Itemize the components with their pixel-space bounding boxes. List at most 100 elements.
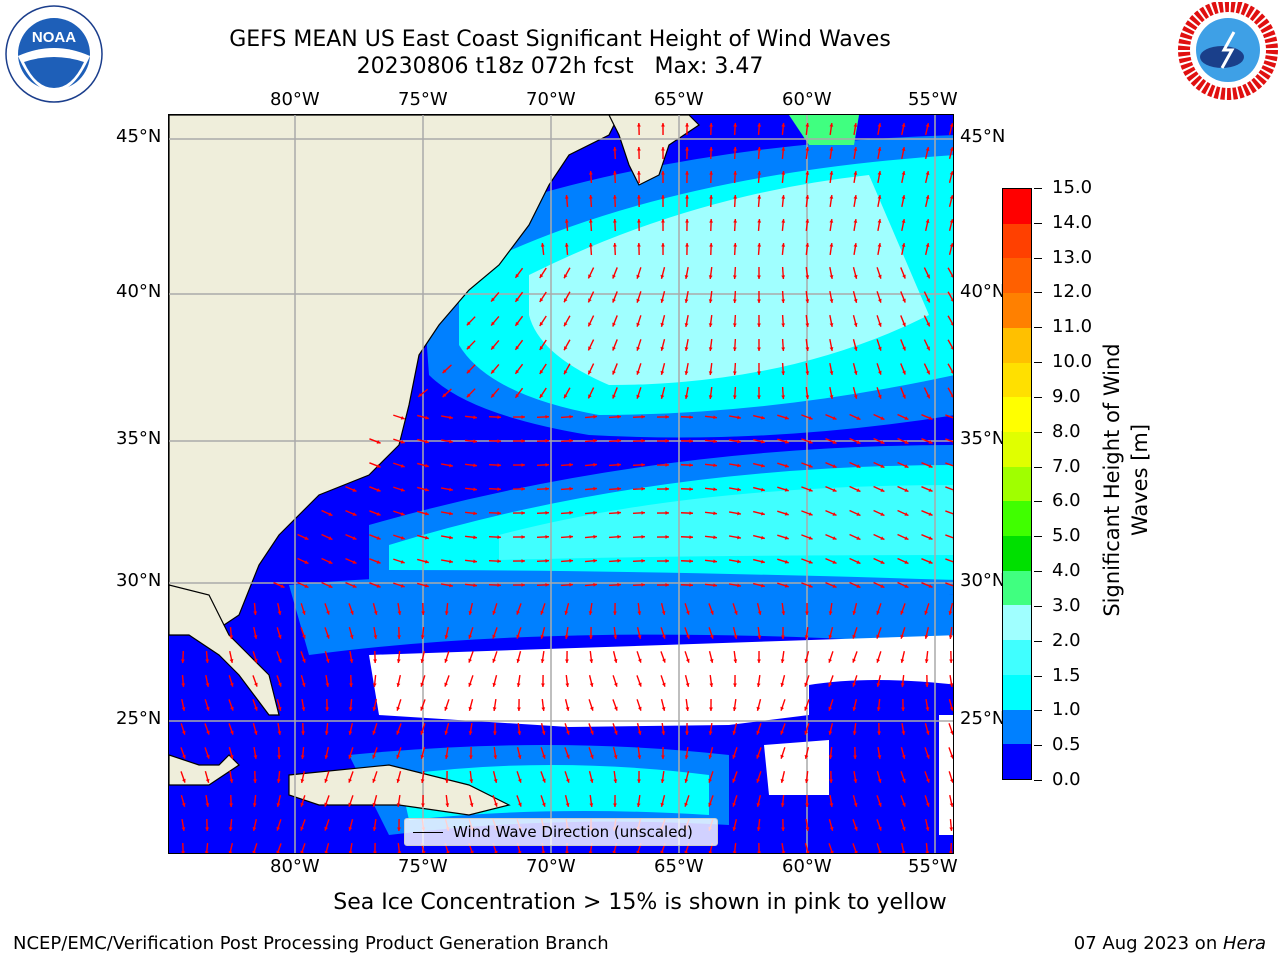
direction-arrow-head	[372, 683, 377, 687]
direction-arrow-head	[541, 730, 546, 735]
direction-arrow-head	[709, 195, 714, 199]
direction-arrow-head	[589, 682, 594, 687]
direction-arrow-head	[737, 415, 741, 420]
colorbar-tick-label: 7.0	[1052, 455, 1081, 477]
wind-wave-direction-arrows	[180, 122, 953, 853]
direction-arrow-head	[569, 534, 573, 539]
direction-arrow-head	[757, 147, 762, 151]
direction-arrow-head	[400, 463, 405, 468]
direction-arrow-head	[325, 707, 330, 711]
direction-arrow-head	[901, 731, 906, 735]
direction-arrow-head	[468, 706, 473, 711]
direction-arrow-head	[300, 826, 304, 831]
direction-arrow-head	[444, 706, 449, 711]
direction-arrow-head	[829, 323, 834, 327]
direction-arrow-head	[349, 683, 354, 687]
direction-arrow-head	[689, 439, 693, 444]
direction-arrow-head	[326, 634, 330, 639]
direction-arrow-head	[684, 275, 689, 279]
direction-arrow-head	[760, 439, 765, 444]
direction-arrow-head	[853, 755, 857, 759]
direction-arrow-head	[469, 802, 474, 807]
direction-arrow-head	[928, 416, 933, 420]
direction-arrow-head	[709, 707, 713, 711]
direction-arrow	[945, 486, 953, 491]
direction-arrow-head	[230, 730, 234, 735]
direction-arrow-head	[853, 394, 858, 399]
direction-arrow-head	[685, 123, 689, 127]
direction-arrow-head	[852, 706, 857, 711]
direction-arrow-head	[781, 299, 786, 303]
colorbar-segment	[1003, 744, 1031, 779]
direction-arrow-head	[302, 634, 306, 639]
direction-arrow-head	[564, 394, 568, 399]
direction-arrow-head	[926, 346, 930, 351]
direction-arrow-head	[421, 611, 426, 615]
direction-arrow-head	[469, 755, 473, 759]
colorbar-tick-label: 15.0	[1052, 177, 1093, 198]
direction-arrow-head	[832, 584, 837, 588]
direction-arrow-head	[181, 730, 186, 735]
direction-arrow-head	[805, 850, 810, 853]
direction-arrow-head	[904, 416, 909, 420]
masked-area	[764, 740, 829, 795]
direction-arrow-head	[588, 370, 592, 375]
direction-arrow-head	[324, 731, 329, 735]
lat-tick-right: 35°N	[960, 428, 1006, 449]
direction-arrow-head	[396, 754, 401, 759]
direction-arrow-head	[541, 683, 545, 687]
direction-arrow-head	[684, 850, 689, 853]
colorbar-tick	[1034, 188, 1042, 189]
direction-arrow-head	[760, 583, 765, 588]
direction-arrow-head	[877, 731, 881, 735]
direction-arrow-head	[928, 512, 933, 516]
direction-arrow-head	[808, 464, 813, 468]
direction-arrow-head	[617, 582, 621, 587]
direction-arrow-head	[780, 803, 785, 807]
direction-arrow-head	[732, 754, 737, 759]
direction-arrow-head	[468, 634, 473, 639]
direction-arrow-head	[901, 171, 906, 175]
direction-arrow-head	[276, 850, 280, 853]
lon-tick-top: 60°W	[782, 89, 832, 110]
direction-arrow-head	[565, 730, 570, 735]
direction-arrow-head	[877, 243, 882, 247]
direction-arrow-head	[877, 370, 882, 375]
direction-arrow-head	[925, 123, 930, 128]
direction-arrow-head	[661, 731, 666, 735]
direction-arrow-head	[733, 195, 738, 199]
direction-arrow-head	[737, 583, 741, 588]
direction-arrow-head	[852, 731, 857, 735]
direction-arrow-head	[926, 370, 930, 375]
direction-arrow-head	[588, 298, 592, 303]
direction-arrow-head	[876, 707, 881, 711]
direction-arrow-head	[612, 394, 616, 399]
direction-arrow-head	[877, 219, 882, 223]
direction-arrow-head	[781, 243, 786, 247]
direction-arrow-head	[641, 486, 645, 491]
direction-arrow-head	[352, 536, 357, 540]
colorbar-tick	[1034, 327, 1042, 329]
direction-arrow-head	[449, 463, 453, 468]
direction-arrow-head	[828, 706, 833, 711]
colorbar-tick-label: 5.0	[1052, 525, 1081, 547]
direction-arrow-head	[805, 371, 810, 375]
direction-arrow-head	[950, 322, 953, 326]
lon-tick-top: 80°W	[270, 89, 320, 110]
direction-arrow-head	[925, 683, 929, 687]
direction-arrow-head	[491, 369, 495, 374]
direction-arrow-head	[569, 558, 573, 563]
direction-arrow-head	[588, 219, 593, 223]
direction-arrow	[945, 414, 953, 419]
direction-arrow-head	[781, 635, 785, 639]
direction-arrow-head	[565, 683, 570, 687]
direction-arrow-head	[684, 395, 689, 399]
direction-arrow-head	[832, 488, 837, 492]
direction-arrow-head	[685, 243, 689, 247]
direction-arrow-head	[400, 535, 405, 540]
direction-arrow-head	[660, 274, 665, 279]
direction-arrow-head	[832, 416, 837, 420]
colorbar-tick-label: 11.0	[1052, 316, 1093, 338]
direction-arrow-head	[517, 731, 522, 735]
direction-arrow-head	[926, 274, 930, 279]
